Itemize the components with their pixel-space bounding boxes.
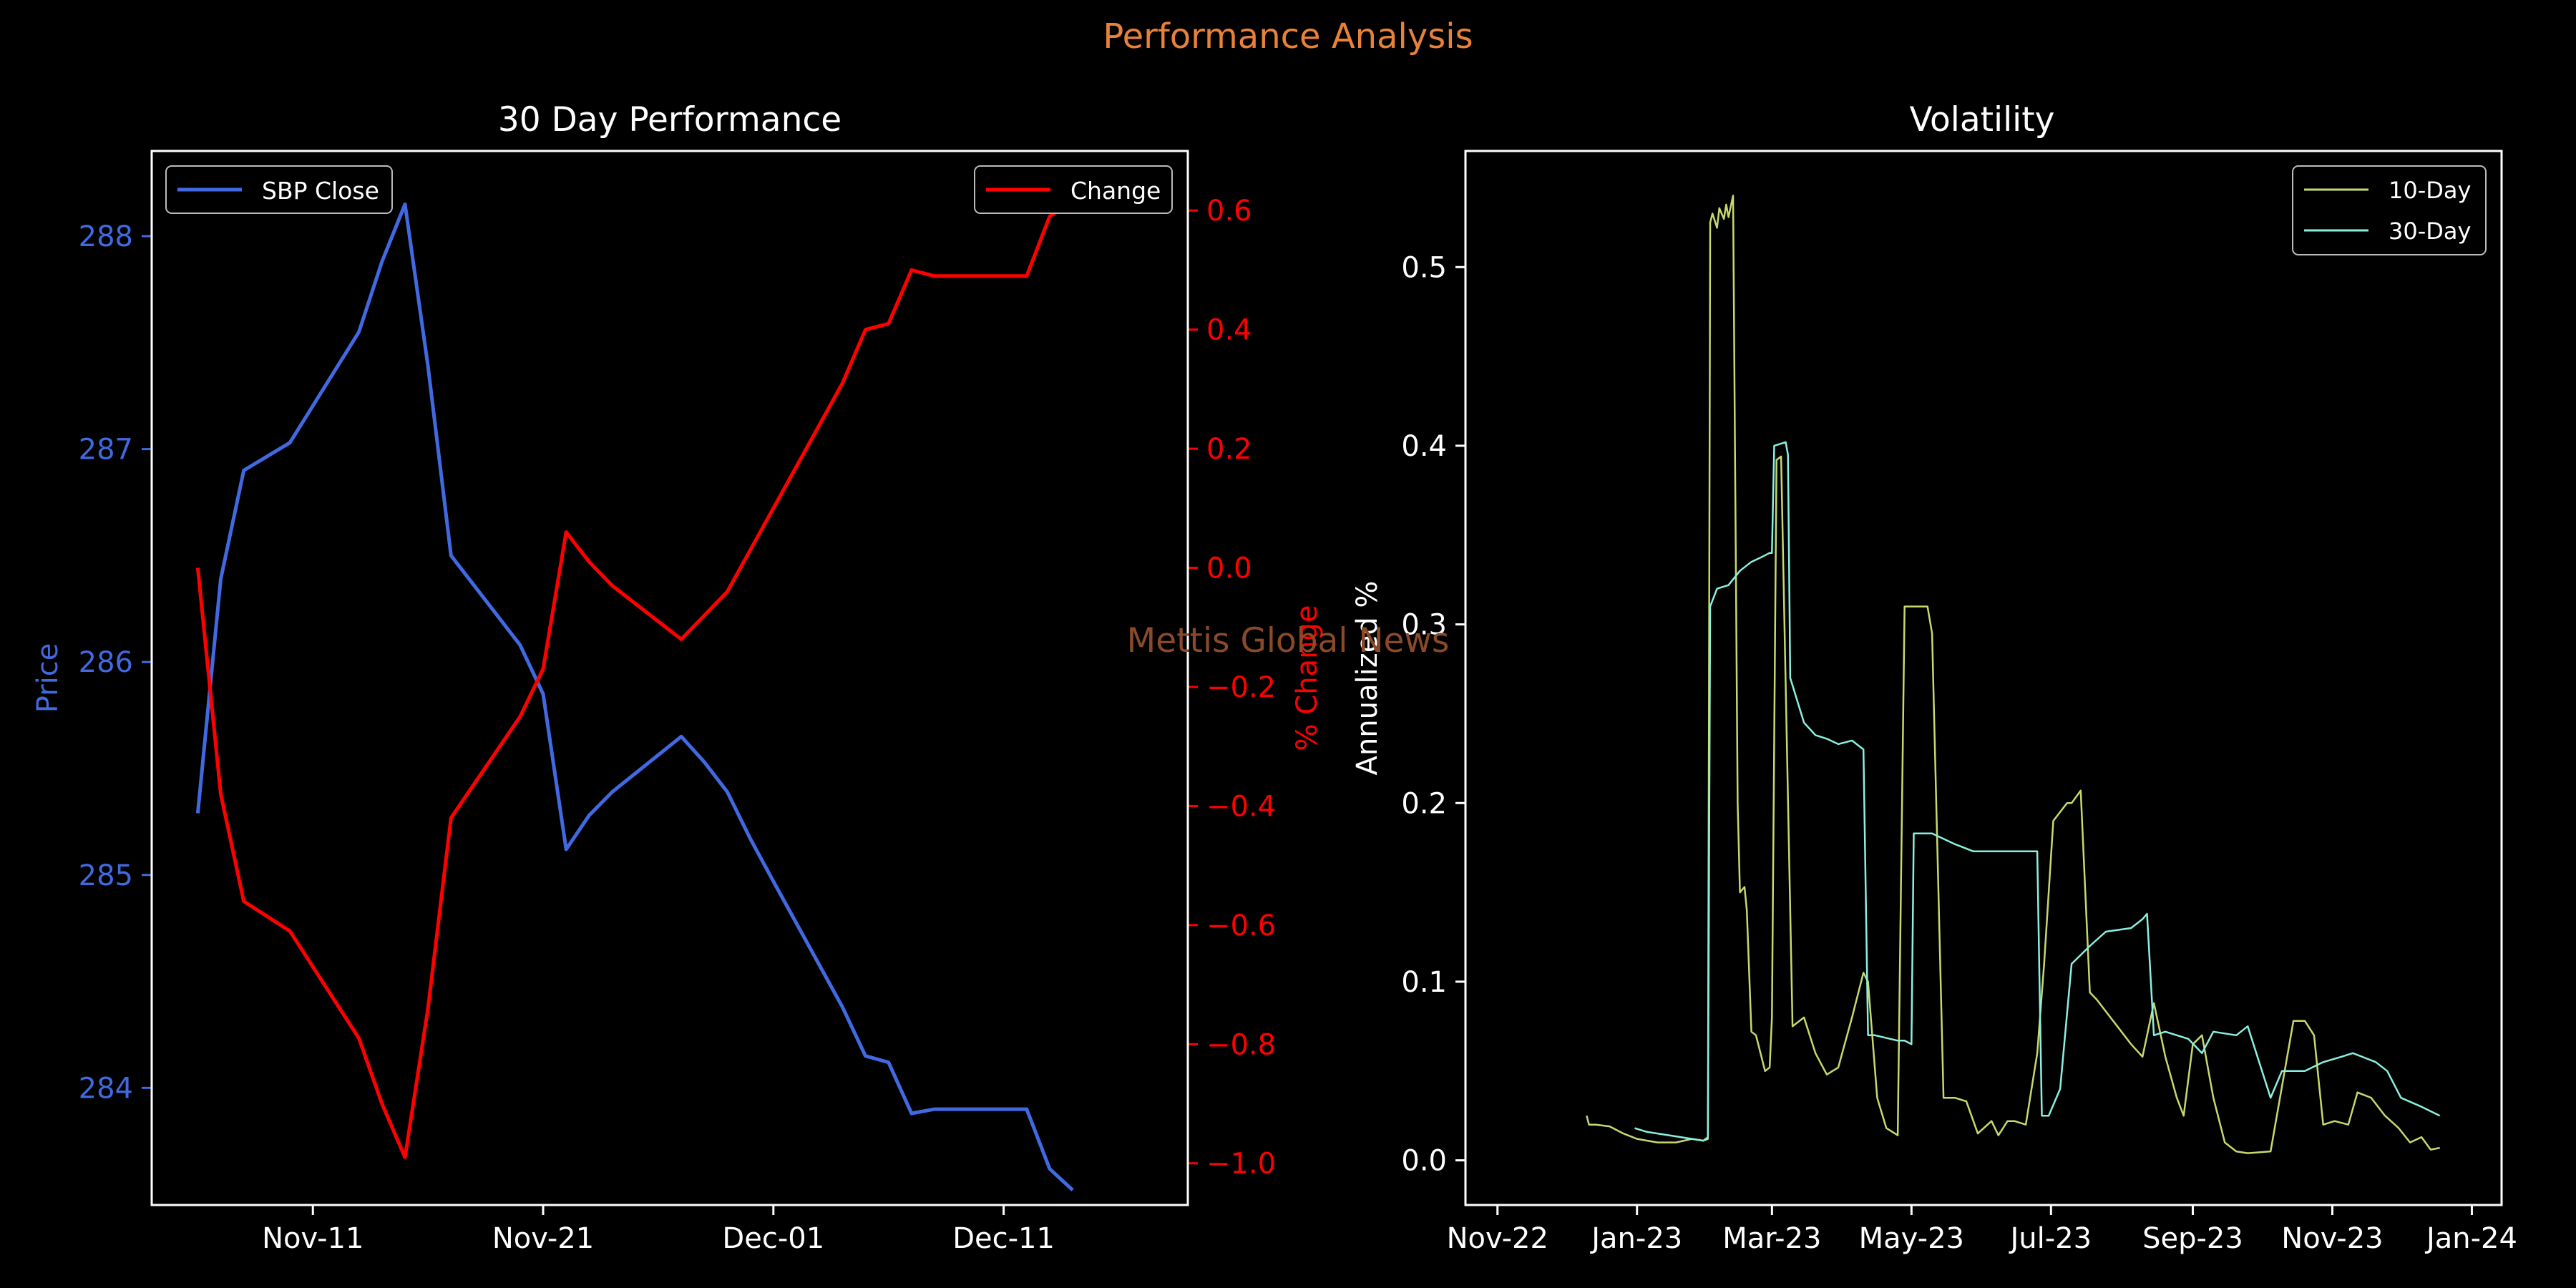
watermark-text: Mettis Global News (1127, 621, 1450, 660)
performance-chart: 30 Day Performance Price % Change Nov-11… (31, 100, 1324, 1255)
price-tick-label: 286 (79, 646, 133, 679)
y-tick-label: 0.3 (1401, 609, 1447, 642)
legend-10-day-label: 10-Day (2389, 177, 2471, 204)
x-tick-label: Nov-11 (262, 1222, 364, 1255)
price-tick-label: 285 (79, 859, 133, 892)
x-tick-label: Jan-23 (1589, 1222, 1682, 1255)
y-tick-label: 0.0 (1401, 1145, 1447, 1178)
change-axis-label: % Change (1291, 605, 1324, 751)
change-tick-label: −0.6 (1206, 909, 1276, 942)
x-tick-label: Mar-23 (1722, 1222, 1821, 1255)
y-tick-label: 0.5 (1401, 251, 1447, 284)
y-tick-label: 0.2 (1401, 787, 1447, 820)
legend-price: SBP Close (165, 165, 393, 214)
x-tick-label: Nov-22 (1447, 1222, 1548, 1255)
legend-change-box (974, 165, 1173, 214)
price-tick-label: 284 (79, 1072, 133, 1105)
volatility-30-day-line (1634, 441, 2441, 1142)
x-tick-label: Sep-23 (2142, 1222, 2243, 1255)
change-tick-label: 0.2 (1206, 433, 1252, 466)
performance-plot-frame (150, 150, 1189, 1206)
change-tick-label: 0.4 (1206, 314, 1252, 347)
legend-volatility: 10-Day 30-Day (2292, 165, 2487, 255)
x-tick-label: Dec-01 (722, 1222, 824, 1255)
legend-change: Change (974, 165, 1173, 214)
x-tick-label: Nov-21 (492, 1222, 594, 1255)
change-tick-label: 0.0 (1206, 552, 1252, 585)
legend-change-label: Change (1070, 177, 1161, 205)
volatility-axis-label: Annualized % (1351, 581, 1384, 776)
volatility-10-day-line (1586, 195, 2440, 1154)
figure-suptitle: Performance Analysis (1103, 16, 1473, 57)
volatility-plot-frame (1464, 150, 2503, 1206)
legend-volatility-box (2292, 165, 2487, 255)
x-tick-label: May-23 (1859, 1222, 1964, 1255)
volatility-chart-title: Volatility (1910, 100, 2055, 140)
change-line (195, 197, 1074, 1159)
performance-chart-title: 30 Day Performance (498, 100, 841, 140)
sbp-close-line (195, 202, 1074, 1192)
change-tick-label: −0.2 (1206, 671, 1276, 704)
legend-30-day-label: 30-Day (2389, 218, 2471, 245)
legend-price-box (165, 165, 393, 214)
x-tick-label: Jan-24 (2424, 1222, 2517, 1255)
price-tick-label: 288 (79, 220, 133, 253)
y-tick-label: 0.4 (1401, 430, 1447, 463)
x-tick-label: Dec-11 (952, 1222, 1055, 1255)
price-axis-label: Price (31, 643, 64, 713)
change-tick-label: −0.8 (1206, 1028, 1276, 1061)
change-tick-label: −0.4 (1206, 790, 1276, 823)
x-tick-label: Nov-23 (2281, 1222, 2383, 1255)
y-tick-label: 0.1 (1401, 966, 1447, 999)
legend-price-label: SBP Close (262, 177, 379, 205)
price-tick-label: 287 (79, 434, 133, 467)
volatility-chart: Volatility Annualized % Nov-22 Jan-23 Mar-… (1351, 100, 2517, 1255)
x-tick-label: Jul-23 (2008, 1222, 2092, 1255)
change-tick-label: 0.6 (1206, 195, 1252, 228)
change-tick-label: −1.0 (1206, 1148, 1276, 1181)
